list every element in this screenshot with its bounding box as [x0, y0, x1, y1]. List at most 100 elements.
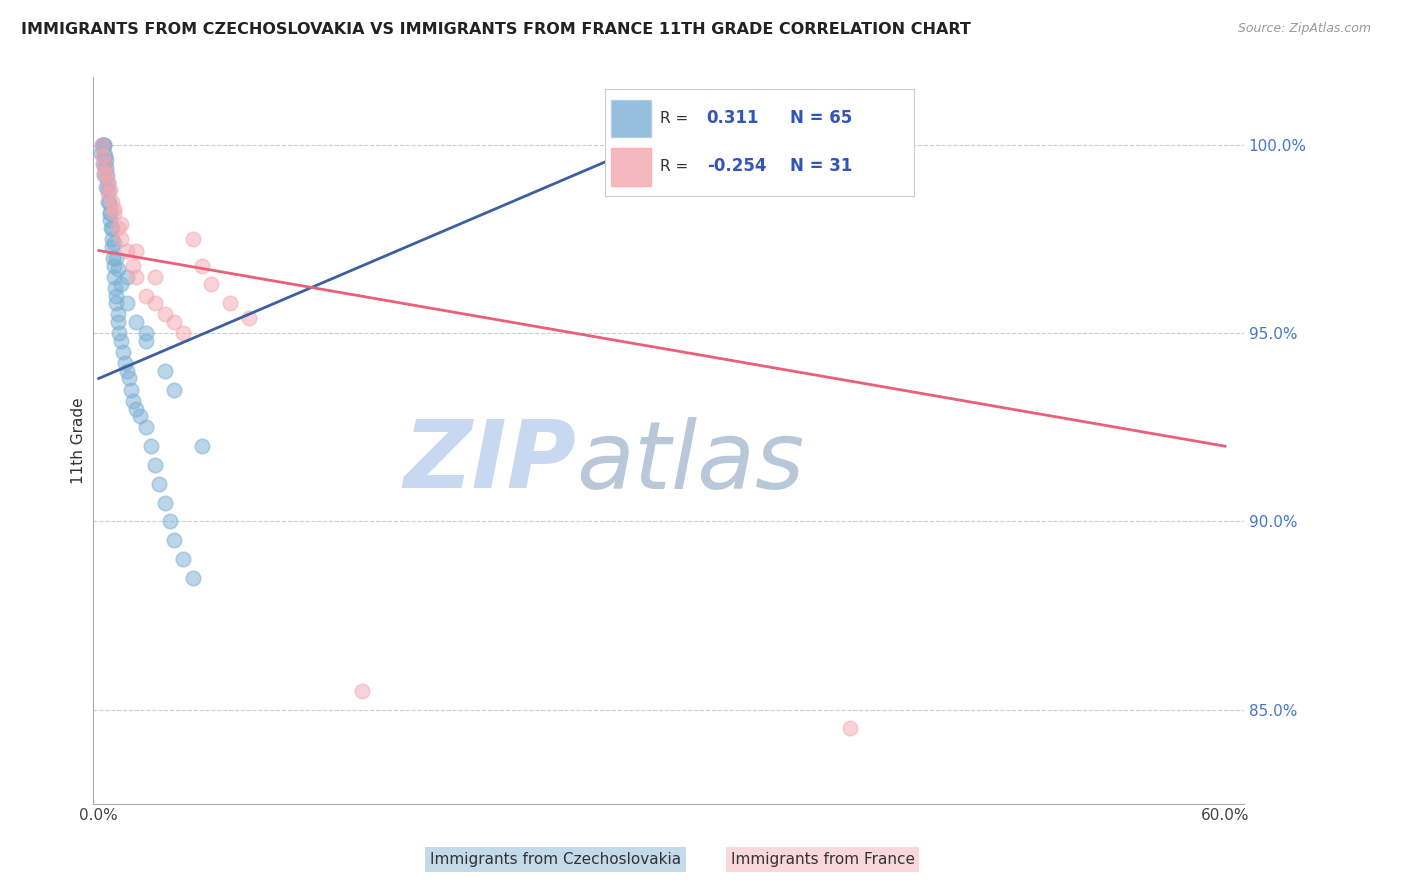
Point — [125, 244, 148, 258]
Point — [125, 401, 148, 416]
Text: Immigrants from Czechoslovakia: Immigrants from Czechoslovakia — [430, 852, 681, 867]
Point — [350, 683, 373, 698]
Point — [96, 179, 118, 194]
Text: ZIP: ZIP — [404, 417, 576, 508]
Point — [163, 533, 186, 548]
Point — [97, 176, 120, 190]
Point — [125, 269, 148, 284]
Point — [93, 145, 115, 160]
Y-axis label: 11th Grade: 11th Grade — [72, 397, 86, 483]
Point — [100, 221, 122, 235]
Point — [120, 383, 142, 397]
Point — [110, 232, 132, 246]
Point — [104, 251, 127, 265]
Point — [129, 409, 152, 423]
Point — [141, 439, 163, 453]
Text: 0.311: 0.311 — [707, 109, 759, 127]
Point — [219, 296, 242, 310]
Point — [97, 183, 120, 197]
Point — [163, 315, 186, 329]
Point — [651, 138, 673, 153]
Text: N = 31: N = 31 — [790, 157, 852, 175]
Point — [90, 145, 112, 160]
Point — [181, 571, 204, 585]
Point — [191, 259, 214, 273]
Point — [93, 164, 115, 178]
Point — [108, 326, 131, 341]
Point — [135, 326, 157, 341]
Point — [97, 176, 120, 190]
Point — [172, 552, 194, 566]
Point — [153, 495, 176, 509]
Point — [103, 206, 125, 220]
Text: N = 65: N = 65 — [790, 109, 852, 127]
Bar — [610, 100, 651, 137]
Point — [101, 194, 124, 209]
Point — [115, 296, 138, 310]
Point — [153, 364, 176, 378]
Point — [135, 288, 157, 302]
Point — [103, 235, 125, 250]
Point — [114, 356, 136, 370]
Point — [101, 232, 124, 246]
Point — [93, 138, 115, 153]
Point — [98, 183, 121, 197]
Point — [94, 149, 117, 163]
Text: atlas: atlas — [576, 417, 804, 508]
Point — [104, 288, 127, 302]
Point — [118, 371, 141, 385]
Point — [107, 308, 129, 322]
Point — [121, 259, 143, 273]
Point — [93, 157, 115, 171]
Point — [98, 206, 121, 220]
Point — [91, 157, 114, 171]
Point — [115, 244, 138, 258]
Point — [238, 311, 260, 326]
Point — [110, 334, 132, 348]
Point — [121, 394, 143, 409]
Point — [90, 138, 112, 153]
Bar — [610, 148, 651, 186]
Point — [98, 213, 121, 227]
Point — [107, 262, 129, 277]
Point — [143, 296, 166, 310]
Point — [148, 476, 170, 491]
Point — [97, 187, 120, 202]
Point — [98, 194, 121, 209]
Point — [96, 161, 118, 175]
Text: -0.254: -0.254 — [707, 157, 766, 175]
Point — [96, 168, 118, 182]
Point — [135, 420, 157, 434]
Point — [200, 277, 222, 292]
Point — [110, 277, 132, 292]
Point — [93, 168, 115, 182]
Point — [143, 458, 166, 472]
Point — [93, 138, 115, 153]
Point — [97, 194, 120, 209]
Point — [107, 315, 129, 329]
Point — [181, 232, 204, 246]
Point — [107, 221, 129, 235]
Point — [153, 308, 176, 322]
Point — [103, 259, 125, 273]
Point — [159, 515, 181, 529]
Text: Immigrants from France: Immigrants from France — [731, 852, 914, 867]
Point — [101, 221, 124, 235]
Point — [96, 153, 118, 168]
Text: IMMIGRANTS FROM CZECHOSLOVAKIA VS IMMIGRANTS FROM FRANCE 11TH GRADE CORRELATION : IMMIGRANTS FROM CZECHOSLOVAKIA VS IMMIGR… — [21, 22, 972, 37]
Point — [103, 269, 125, 284]
Point — [101, 240, 124, 254]
Point — [103, 202, 125, 216]
Point — [143, 269, 166, 284]
Point — [94, 157, 117, 171]
Point — [91, 149, 114, 163]
Point — [90, 138, 112, 153]
Point — [110, 217, 132, 231]
Point — [191, 439, 214, 453]
Text: Source: ZipAtlas.com: Source: ZipAtlas.com — [1237, 22, 1371, 36]
Point — [838, 722, 860, 736]
Point — [101, 251, 124, 265]
Point — [135, 334, 157, 348]
Point — [125, 315, 148, 329]
Text: R =: R = — [661, 111, 689, 126]
